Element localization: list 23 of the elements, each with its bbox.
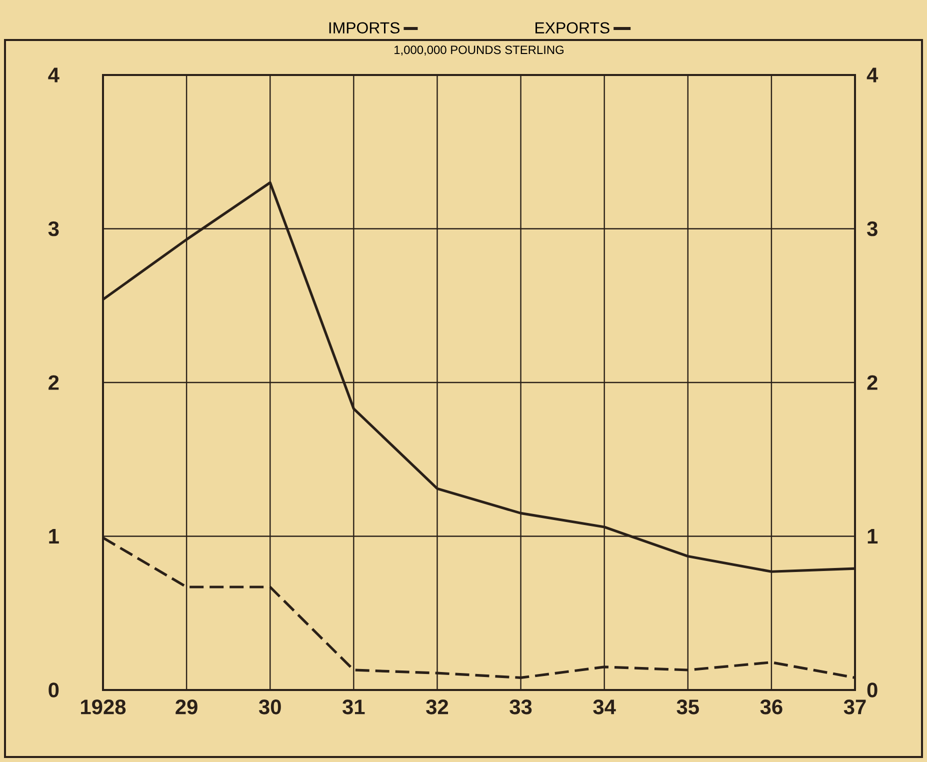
- legend-label: EXPORTS: [536, 22, 610, 34]
- y2-tick-label: 4: [866, 68, 878, 82]
- x-tick-label: 29: [176, 700, 198, 714]
- x-tick-label: 1928: [81, 700, 126, 714]
- y-tick-label: 2: [48, 375, 59, 390]
- x-tick-label: 35: [676, 700, 699, 714]
- x-tick-label: 33: [510, 700, 532, 714]
- y2-tick-label: 1: [868, 529, 878, 544]
- y2-tick-label: 0: [867, 682, 878, 698]
- x-tick-label: 37: [844, 700, 866, 714]
- y2-tick-label: 3: [867, 221, 878, 236]
- chart-title: 1,000,000 POUNDS STERLING: [394, 46, 564, 56]
- y-tick-label: 1: [49, 529, 59, 544]
- legend-label: IMPORTS: [329, 22, 400, 34]
- x-tick-label: 30: [258, 700, 281, 714]
- y-tick-label: 4: [48, 68, 60, 82]
- y-tick-label: 3: [48, 221, 59, 236]
- y2-tick-label: 2: [867, 375, 878, 390]
- x-tick-label: 31: [342, 700, 365, 714]
- x-tick-label: 36: [760, 700, 782, 714]
- y-tick-label: 0: [48, 682, 59, 698]
- x-tick-label: 34: [593, 700, 616, 714]
- x-tick-label: 32: [426, 700, 448, 714]
